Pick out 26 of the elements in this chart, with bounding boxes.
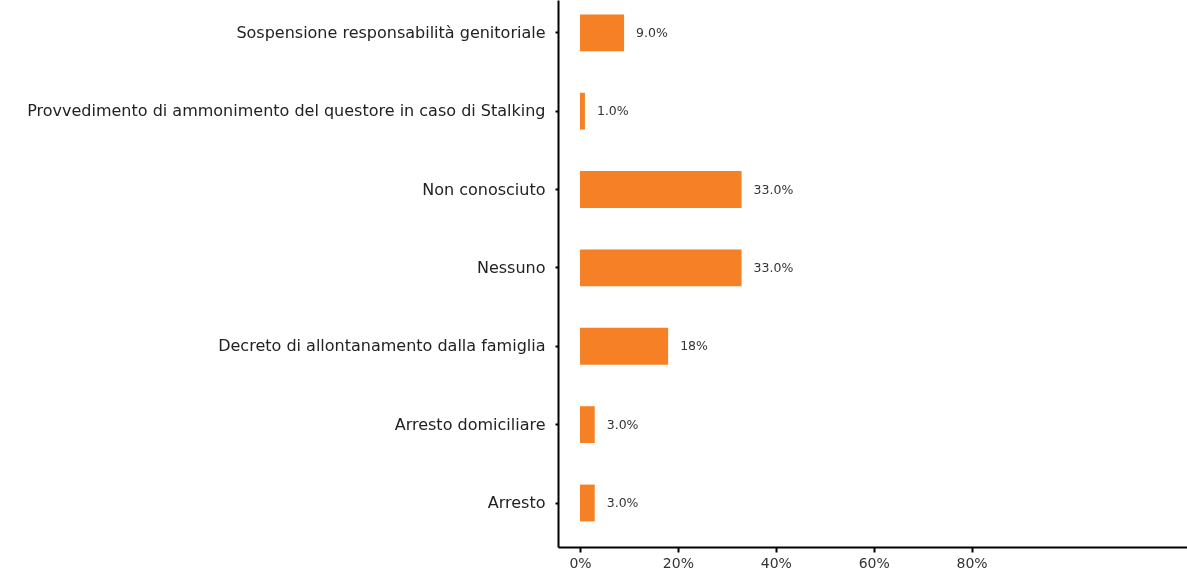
bar (580, 14, 625, 52)
y-tick-label: Provvedimento di ammonimento del questore in caso di Stalking (27, 101, 546, 121)
bar (580, 406, 595, 444)
data-label: 3.0% (606, 495, 639, 510)
y-tick-label: Decreto di allontanamento dalla famiglia (218, 336, 546, 356)
data-label: 3.0% (606, 416, 639, 432)
bar (580, 327, 669, 365)
data-label: 33.0% (753, 259, 794, 275)
data-label: 18% (680, 338, 709, 354)
x-tick-label: 40% (760, 554, 792, 571)
x-tick-label: 20% (662, 554, 694, 571)
data-label: 33.0% (753, 181, 794, 197)
y-tick-label: Non conosciuto (422, 179, 546, 199)
bar (580, 171, 742, 208)
y-tick-label: Sospensione responsabilità genitoriale (236, 22, 546, 42)
x-tick-label: 60% (858, 554, 890, 571)
y-tick-label: Nessuno (476, 257, 546, 277)
bar (580, 249, 742, 287)
y-tick-label: Arresto (487, 493, 546, 512)
bar (580, 92, 585, 130)
x-tick-label: 0% (569, 554, 592, 571)
data-label: 1.0% (596, 103, 629, 119)
data-label: 9.0% (636, 24, 668, 40)
x-tick-label: 80% (956, 554, 988, 571)
bar (580, 484, 595, 522)
y-tick-label: Arresto domiciliare (394, 414, 546, 434)
